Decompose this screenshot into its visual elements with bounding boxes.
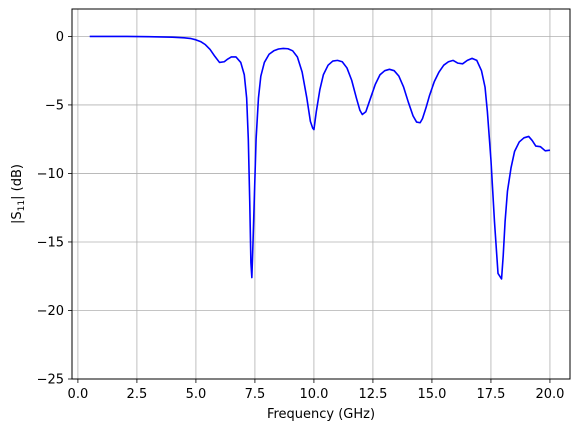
y-axis-label-subscript: 11 [17, 200, 27, 211]
grid-layer [72, 9, 570, 380]
x-tick-label: 2.5 [127, 387, 148, 402]
y-tick-label: −5 [45, 98, 64, 113]
y-axis-label-prefix: |S [10, 211, 25, 224]
y-tick-label: −20 [37, 304, 64, 319]
y-tick-label: −15 [37, 235, 64, 250]
x-tick-label: 20.0 [535, 387, 564, 402]
x-tick-label: 7.5 [245, 387, 266, 402]
y-axis-label: |S11| (dB) [10, 164, 27, 224]
x-tick-label: 10.0 [299, 387, 328, 402]
y-tick-label: −25 [37, 373, 64, 388]
s11-series-line [89, 35, 551, 280]
data-layer [89, 35, 551, 280]
tick-layer: 0.0 2.5 5.0 7.5 10.0 12.5 15.0 17.5 20.0 0 −5 −10 −1… [37, 30, 565, 402]
x-tick-label: 0.0 [68, 387, 89, 402]
y-tick-label: 0 [56, 30, 64, 45]
x-tick-label: 12.5 [358, 387, 387, 402]
x-tick-label: 15.0 [417, 387, 446, 402]
y-axis-label-suffix: | (dB) [10, 164, 25, 200]
x-axis-label: Frequency (GHz) [267, 407, 375, 422]
y-tick-label: −10 [37, 167, 64, 182]
x-tick-label: 17.5 [476, 387, 505, 402]
x-tick-label: 5.0 [186, 387, 207, 402]
plot-frame [71, 8, 571, 380]
